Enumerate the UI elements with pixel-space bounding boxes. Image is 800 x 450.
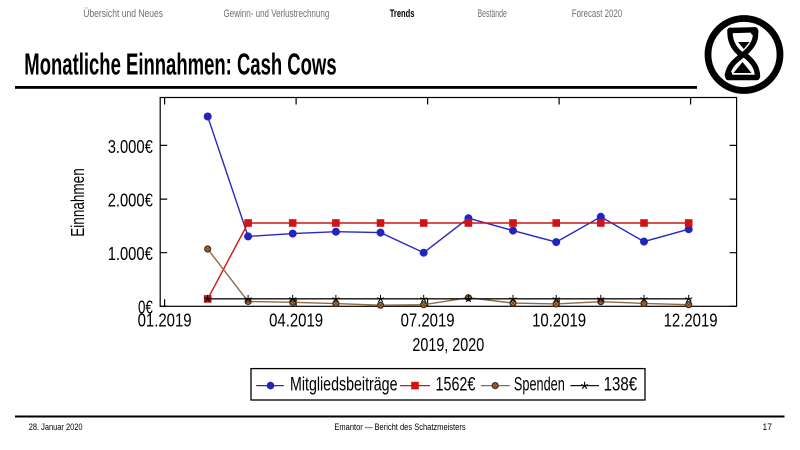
svg-text:Trends: Trends: [390, 8, 415, 20]
svg-text:Gewinn- und Verlustrechnung: Gewinn- und Verlustrechnung: [224, 8, 330, 20]
svg-text:0€: 0€: [138, 298, 153, 318]
svg-text:2019, 2020: 2019, 2020: [412, 335, 484, 355]
svg-text:138€: 138€: [604, 374, 638, 396]
svg-text:Spenden: Spenden: [514, 374, 565, 396]
svg-text:2.000€: 2.000€: [108, 191, 153, 211]
svg-text:07.2019: 07.2019: [401, 311, 455, 331]
svg-text:12.2019: 12.2019: [664, 311, 718, 331]
svg-text:01.2019: 01.2019: [138, 311, 192, 331]
svg-text:Emantor — Bericht des Schatzme: Emantor — Bericht des Schatzmeisters: [334, 422, 466, 432]
svg-text:28. Januar 2020: 28. Januar 2020: [29, 422, 83, 432]
svg-text:1562€: 1562€: [436, 374, 476, 396]
svg-text:04.2019: 04.2019: [269, 311, 323, 331]
svg-text:1.000€: 1.000€: [108, 244, 153, 264]
svg-text:10.2019: 10.2019: [532, 311, 586, 331]
svg-text:Monatliche Einnahmen: Cash Cow: Monatliche Einnahmen: Cash Cows: [24, 47, 336, 82]
svg-text:3.000€: 3.000€: [108, 137, 153, 157]
svg-text:Forecast 2020: Forecast 2020: [572, 8, 622, 20]
svg-text:17: 17: [763, 422, 772, 432]
svg-text:Einnahmen: Einnahmen: [68, 168, 88, 237]
svg-text:Mitgliedsbeiträge: Mitgliedsbeiträge: [290, 374, 398, 396]
svg-text:Bestände: Bestände: [478, 8, 507, 20]
svg-text:Übersicht und Neues: Übersicht und Neues: [83, 8, 163, 20]
